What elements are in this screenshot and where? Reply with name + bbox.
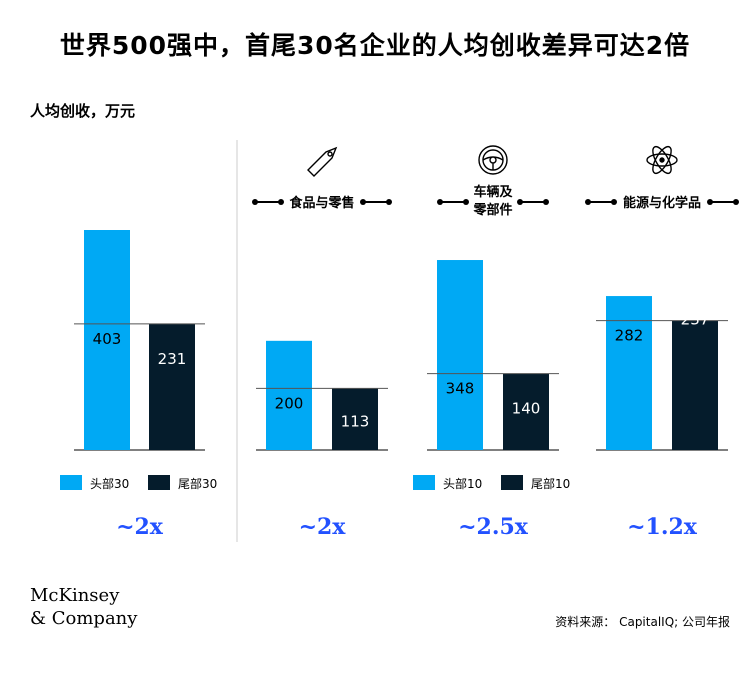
atom-orbit-3 — [652, 145, 672, 175]
bar-1-1 — [332, 388, 378, 450]
price-tag-icon — [307, 146, 338, 177]
legend-label-2-0: 头部10 — [443, 476, 482, 491]
header-dot-right-outer-1 — [386, 199, 392, 205]
header-dot-left-inner-1 — [278, 199, 284, 205]
header-dot-left-outer-1 — [252, 199, 258, 205]
source-note: 资料来源： CapitalIQ; 公司年报 — [555, 615, 730, 629]
header-dot-right-outer-3 — [733, 199, 739, 205]
value-label-2-0: 348 — [446, 380, 475, 398]
price-tag-hole — [327, 151, 333, 157]
bar-2-0 — [437, 260, 483, 450]
category-name-3-0: 能源与化学品 — [623, 195, 701, 211]
logo-line-1: McKinsey — [30, 585, 120, 606]
legend-label-0-1: 尾部30 — [178, 476, 217, 491]
bar-0-0 — [84, 230, 130, 450]
legend-label-0-0: 头部30 — [90, 476, 129, 491]
header-dot-left-inner-2 — [463, 199, 469, 205]
y-axis-label: 人均创收，万元 — [30, 102, 136, 120]
header-dot-right-outer-2 — [543, 199, 549, 205]
value-label-0-1: 231 — [158, 350, 187, 368]
atom-icon — [646, 145, 678, 175]
header-dot-right-inner-1 — [360, 199, 366, 205]
legend-swatch-0-1 — [148, 475, 170, 490]
bar-1-0 — [266, 340, 312, 450]
value-label-2-1: 140 — [512, 400, 541, 418]
header-dot-left-outer-2 — [437, 199, 443, 205]
atom-nucleus — [659, 157, 665, 163]
legend-swatch-2-1 — [501, 475, 523, 490]
category-name-2-0: 车辆及 — [473, 184, 513, 200]
legend-swatch-0-0 — [60, 475, 82, 490]
atom-orbit-2 — [652, 145, 672, 175]
steering-wheel-spokes — [482, 156, 504, 170]
legend-swatch-2-0 — [413, 475, 435, 490]
multiplier-3: ~1.2x — [627, 514, 698, 540]
value-label-3-0: 282 — [615, 327, 644, 345]
value-label-1-1: 113 — [341, 412, 370, 430]
multiplier-2: ~2.5x — [458, 514, 529, 540]
atom-orbit-1 — [646, 153, 678, 167]
category-name-1-0: 食品与零售 — [289, 195, 354, 211]
header-dot-left-outer-3 — [585, 199, 591, 205]
category-name-2-1: 零部件 — [472, 202, 512, 218]
multiplier-0: ~2x — [116, 514, 164, 540]
value-label-0-0: 403 — [93, 330, 122, 348]
bar-3-0 — [606, 296, 652, 450]
chart-title: 世界500强中，首尾30名企业的人均创收差异可达2倍 — [59, 31, 691, 60]
header-dot-right-inner-3 — [707, 199, 713, 205]
legend-label-2-1: 尾部10 — [531, 476, 570, 491]
header-dot-left-inner-3 — [611, 199, 617, 205]
steering-wheel-icon — [478, 145, 508, 175]
value-label-1-0: 200 — [275, 394, 304, 412]
multiplier-1: ~2x — [299, 514, 347, 540]
bar-2-1 — [503, 373, 549, 450]
mckinsey-logo: McKinsey & Company — [30, 584, 137, 630]
header-dot-right-inner-2 — [517, 199, 523, 205]
price-tag-shape — [307, 146, 338, 177]
bar-0-1 — [149, 323, 195, 450]
bar-3-1 — [672, 320, 718, 450]
steering-wheel-rim — [478, 145, 508, 175]
value-label-3-1: 237 — [681, 311, 710, 329]
logo-line-2: & Company — [30, 608, 138, 629]
